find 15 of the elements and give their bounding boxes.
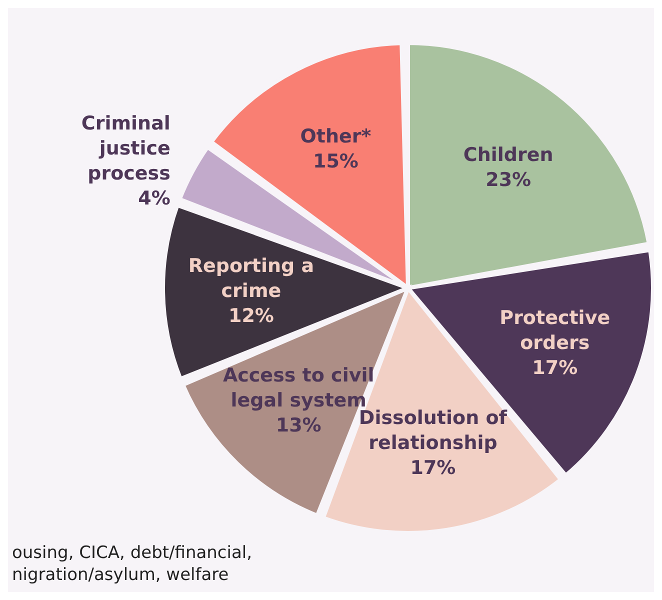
text: nigration/asylum, welfare	[12, 564, 230, 586]
data-label: 13%	[276, 414, 322, 436]
slice-label: Children	[463, 144, 554, 166]
slice-label: Other*	[300, 125, 372, 148]
slice-label: Criminal justice process	[81, 112, 170, 184]
slice-label: Reporting a crime	[188, 254, 314, 302]
data-label: 23%	[486, 169, 532, 192]
data-label: 4%	[138, 187, 170, 210]
text: ousing, CICA, debt/financial,	[12, 542, 252, 564]
slice-label: Protective orders	[500, 306, 610, 354]
data-label: 17%	[532, 356, 578, 379]
slice-label: Dissolution of relationship	[358, 406, 508, 454]
data-label: 12%	[228, 304, 274, 327]
data-label: 17%	[410, 456, 456, 479]
data-label: 15%	[312, 150, 358, 172]
